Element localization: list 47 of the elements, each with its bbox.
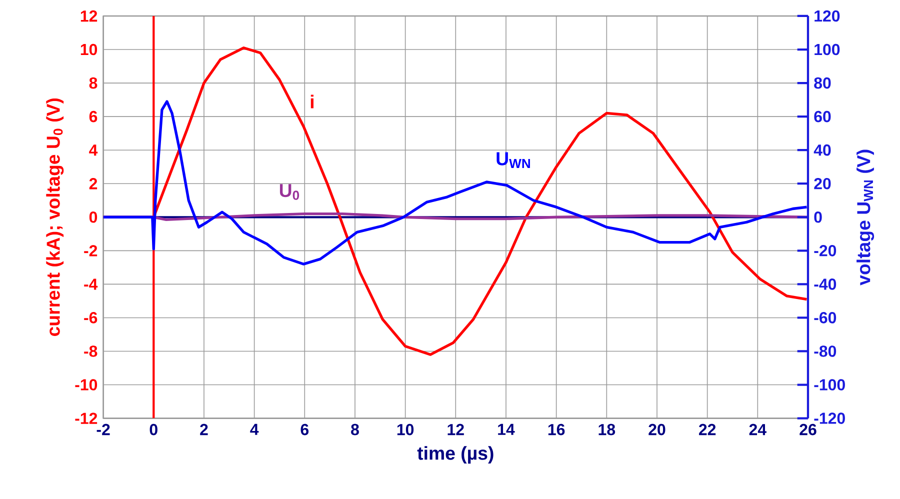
y2-tick-label: -120 bbox=[814, 412, 845, 424]
x-tick-label: 16 bbox=[548, 424, 565, 436]
y2-tick-label: 40 bbox=[814, 144, 831, 156]
y2-tick-label: 20 bbox=[814, 178, 831, 190]
x-tick-label: 0 bbox=[150, 424, 158, 436]
x-tick-label: 18 bbox=[598, 424, 616, 436]
y-tick-label: 10 bbox=[80, 44, 98, 56]
y-tick-label: 6 bbox=[89, 110, 98, 122]
x-tick-label: 10 bbox=[397, 424, 414, 436]
y-tick-label: 8 bbox=[89, 77, 98, 89]
y-tick-label: 12 bbox=[80, 10, 98, 22]
y-axis-title: current (kA); voltage U$_{0}$ (V) bbox=[46, 98, 64, 336]
series-label: i bbox=[310, 94, 314, 108]
x-axis-title: time (µs) bbox=[417, 446, 494, 464]
x-tick-label: 8 bbox=[351, 424, 359, 436]
x-tick-label: 20 bbox=[648, 424, 666, 436]
y-tick-label: 4 bbox=[89, 144, 98, 156]
y-tick-label: -4 bbox=[84, 278, 98, 290]
x-tick-label: 26 bbox=[800, 424, 816, 436]
y2-tick-label: -100 bbox=[814, 379, 845, 390]
series-label: U$_{WN}$ bbox=[496, 152, 530, 168]
y-tick-label: 2 bbox=[89, 178, 98, 190]
x-tick-label: 12 bbox=[448, 424, 464, 436]
y-tick-label: -8 bbox=[84, 346, 98, 357]
y2-tick-label: 120 bbox=[814, 10, 840, 22]
y2-tick-label: -80 bbox=[814, 346, 836, 357]
y2-tick-label: -40 bbox=[814, 278, 836, 290]
x-tick-label: -2 bbox=[96, 424, 110, 436]
y2-tick-label: 0 bbox=[814, 211, 822, 223]
y2-axis-title: voltage U$_{WN}$ (V) bbox=[856, 150, 874, 286]
y2-tick-label: -20 bbox=[814, 245, 836, 256]
x-tick-label: 14 bbox=[498, 424, 515, 435]
x-tick-label: 24 bbox=[749, 424, 766, 436]
x-tick-label: 22 bbox=[698, 424, 716, 436]
y-tick-label: -10 bbox=[75, 379, 98, 390]
x-tick-label: 4 bbox=[250, 424, 259, 435]
y2-tick-label: 80 bbox=[814, 77, 831, 89]
x-tick-label: 6 bbox=[300, 424, 309, 436]
x-tick-label: 2 bbox=[200, 424, 208, 436]
y-tick-label: 0 bbox=[89, 211, 98, 223]
y-tick-label: -6 bbox=[84, 312, 98, 324]
series-label: U$_{0}$ bbox=[280, 184, 300, 200]
y-tick-label: -2 bbox=[84, 245, 98, 256]
y-tick-label: -12 bbox=[75, 412, 98, 424]
y2-tick-label: 60 bbox=[814, 110, 831, 122]
y2-tick-label: -60 bbox=[814, 312, 836, 324]
y2-tick-label: 100 bbox=[814, 44, 840, 56]
